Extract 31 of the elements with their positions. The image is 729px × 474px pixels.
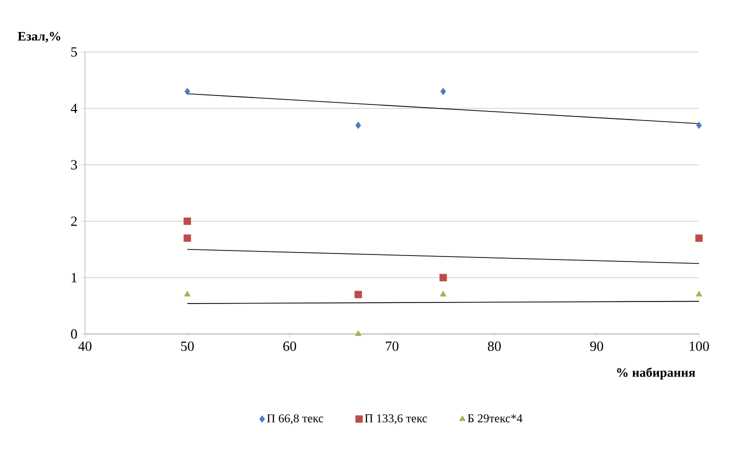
point	[184, 234, 192, 242]
legend-label: П 133,6 текс	[364, 414, 428, 424]
point	[354, 290, 362, 298]
point	[695, 234, 703, 242]
y-tick-label: 0	[71, 329, 77, 339]
legend-label: П 66,8 текс	[267, 414, 324, 424]
point	[184, 218, 192, 225]
point	[439, 274, 447, 282]
x-tick-label: 70	[386, 342, 398, 351]
point	[440, 290, 446, 296]
x-axis-title: % набирання	[617, 368, 696, 380]
y-tick-label: 1	[72, 272, 77, 282]
legend-label: Б 29текс*4	[468, 414, 522, 422]
y-tick-label: 5	[71, 47, 77, 57]
x-tick-label: 90	[590, 342, 604, 351]
x-tick-label: 60	[283, 342, 296, 351]
x-tick-label: 40	[78, 342, 92, 351]
point	[440, 88, 446, 96]
point	[355, 122, 362, 130]
y-tick-label: 4	[70, 104, 78, 113]
y-axis-title: Езал,%	[18, 32, 60, 42]
point	[696, 122, 702, 130]
y-tick-label: 2	[71, 216, 77, 226]
point	[355, 330, 362, 336]
x-tick-label: 100	[690, 342, 709, 351]
x-tick-label: 80	[488, 342, 501, 351]
point	[184, 88, 190, 96]
y-tick-label: 3	[71, 160, 77, 170]
point	[184, 290, 191, 296]
point	[696, 290, 702, 296]
x-tick-label: 50	[181, 342, 194, 351]
